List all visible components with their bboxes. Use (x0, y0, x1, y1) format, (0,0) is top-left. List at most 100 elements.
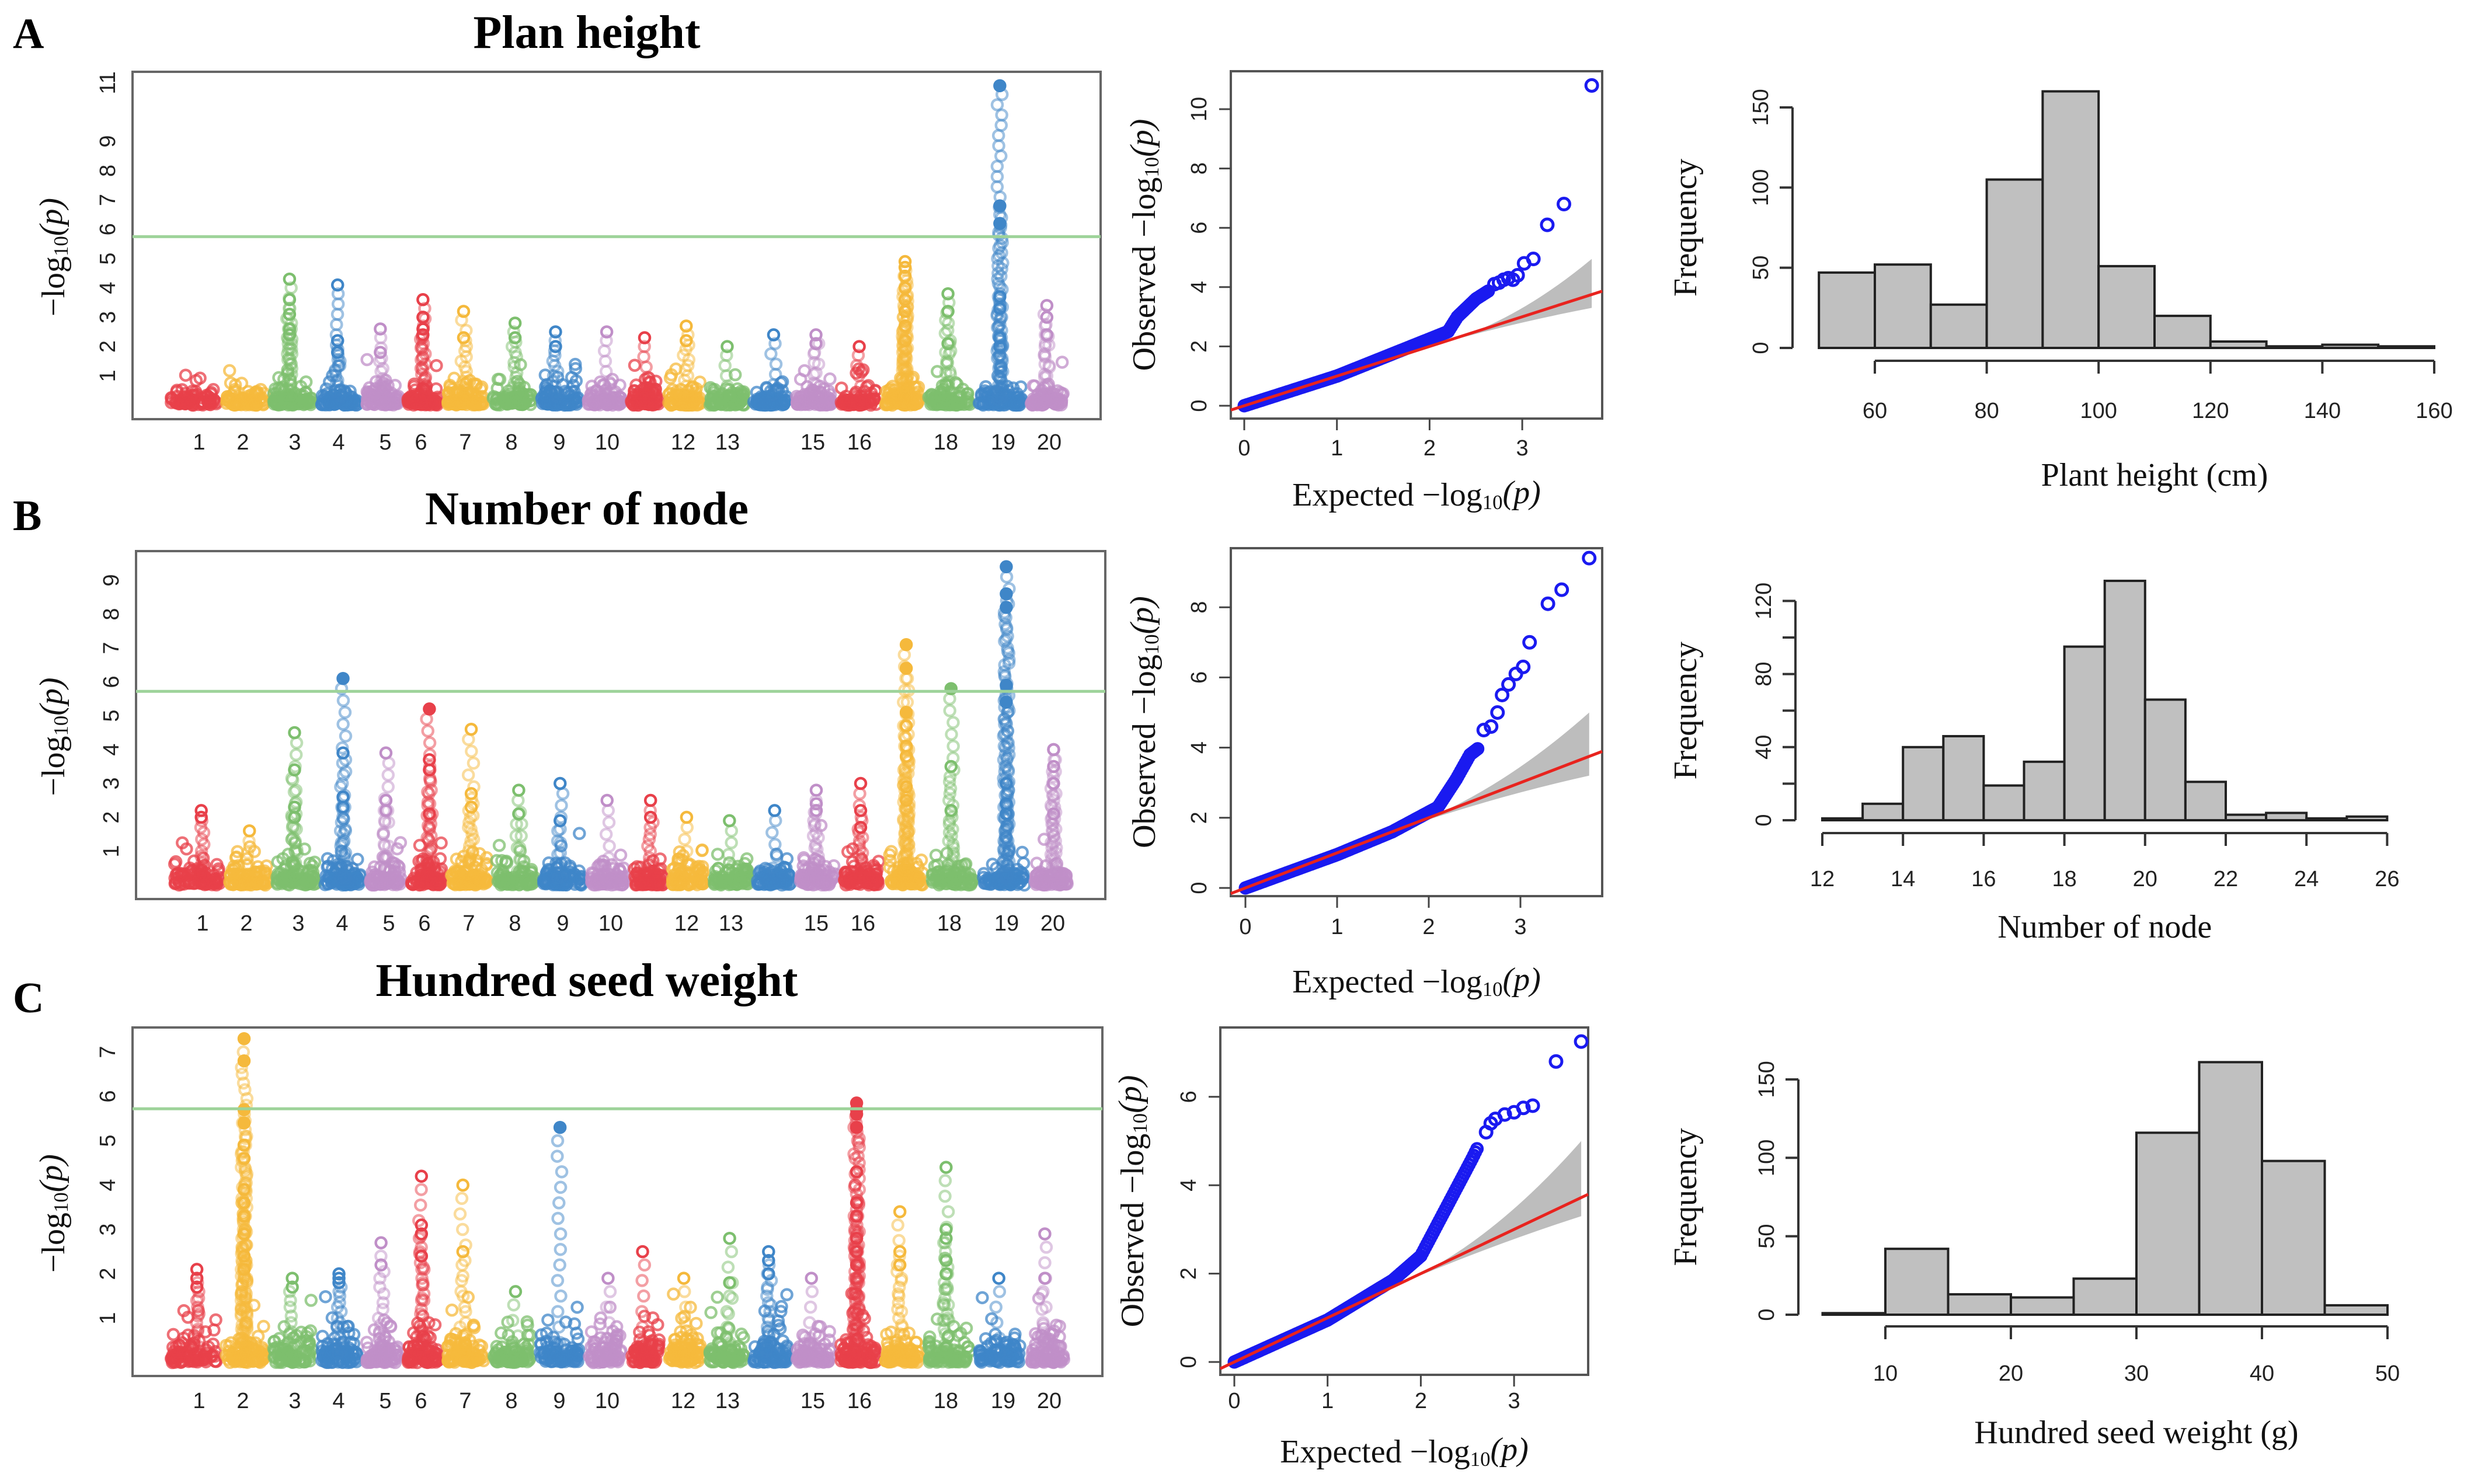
snp-point (628, 358, 642, 372)
y-tick-label: 2 (96, 340, 120, 353)
snp-point (301, 393, 314, 406)
snp-point (681, 389, 695, 403)
snp-point (430, 358, 443, 372)
snp-point (994, 119, 1008, 132)
histogram-bar (2265, 811, 2308, 821)
snp-peak-point (680, 334, 693, 347)
snp-point (943, 692, 956, 706)
y-tick-label: 0 (1187, 882, 1212, 894)
snp-point (601, 804, 615, 817)
y-axis-title-prefix: Observed −log (1126, 177, 1163, 371)
snp-point (897, 389, 911, 403)
histogram-bar (2184, 781, 2227, 822)
chromosome-label: 3 (288, 430, 301, 455)
snp-point (737, 387, 751, 400)
chromosome-label: 18 (937, 911, 962, 936)
snp-point (990, 98, 1004, 112)
snp-point (236, 392, 250, 406)
x-tick-label: 1 (1331, 915, 1343, 939)
snp-point (193, 371, 207, 385)
panel-title: Number of node (425, 483, 749, 535)
snp-point (499, 396, 513, 410)
snp-point (663, 386, 677, 400)
confidence-band (1429, 259, 1592, 347)
chromosome-label: 1 (193, 430, 205, 455)
snp-peak-point (1040, 328, 1054, 342)
snp-point (639, 360, 653, 374)
y-axis-title-suffix: (p) (33, 198, 69, 236)
y-tick-label: 7 (99, 642, 124, 654)
snp-point (764, 347, 778, 361)
x-tick-label: 0 (1239, 915, 1251, 939)
snp-point (194, 849, 208, 863)
snp-point (467, 756, 481, 770)
snp-peak-point (283, 328, 297, 342)
snp-point (241, 870, 255, 883)
y-tick-label: 2 (1187, 340, 1212, 353)
snp-peak-point (723, 814, 736, 828)
snp-point (1050, 397, 1063, 410)
snp-point (664, 368, 678, 382)
snp-point (336, 717, 350, 731)
snp-point (186, 389, 199, 402)
snp-point (941, 386, 955, 400)
chromosome-label: 6 (418, 911, 430, 936)
snp-point (790, 389, 803, 403)
snp-peak-point (416, 328, 430, 342)
snp-point (718, 358, 732, 372)
snp-point (183, 876, 197, 889)
snp-point (952, 391, 966, 404)
snp-point (242, 858, 256, 872)
snp-point (602, 385, 615, 399)
qq-point (1516, 659, 1531, 674)
chromosome-label: 5 (382, 911, 395, 936)
snp-point (321, 395, 335, 408)
snp-point (573, 827, 586, 840)
y-axis-title-subscript: 10 (50, 716, 72, 736)
snp-point (555, 799, 568, 812)
snp-point (176, 836, 189, 849)
chromosome-label: 10 (595, 430, 620, 455)
panel-letter: B (13, 492, 41, 540)
x-axis-title: Expected −log10(p) (1292, 475, 1541, 514)
snp-point (328, 385, 342, 399)
x-tick-label: 140 (2304, 399, 2341, 423)
y-tick-label: 1 (99, 845, 124, 857)
snp-peak-point (1000, 678, 1013, 692)
snp-point (931, 365, 944, 378)
snp-point (602, 816, 616, 829)
qq-point (1540, 217, 1555, 232)
snp-peak-point (993, 340, 1007, 353)
snp-point (376, 385, 390, 399)
snp-peak-point (1000, 695, 1013, 709)
x-tick-label: 3 (1514, 915, 1526, 939)
snp-point (603, 839, 616, 853)
histogram-bar (2209, 340, 2268, 350)
y-axis-title-suffix: (p) (1124, 119, 1160, 157)
snp-peak-point (600, 793, 614, 807)
snp-point (550, 389, 564, 403)
qq-points (1237, 78, 1599, 413)
x-tick-label: 120 (2192, 399, 2229, 423)
snp-point (210, 876, 224, 890)
snp-point (768, 368, 782, 381)
y-tick-label: 8 (1187, 601, 1212, 614)
chromosome-label: 3 (292, 911, 304, 936)
plot-frame (135, 550, 1106, 900)
snp-peak-point (993, 302, 1007, 315)
snp-point (853, 389, 866, 403)
snp-point (723, 389, 737, 403)
snp-point (462, 733, 475, 746)
histogram-bar (2103, 579, 2146, 821)
histogram-bar (2265, 345, 2324, 349)
snp-point (461, 768, 475, 782)
histogram-bar (2377, 345, 2435, 349)
chromosome-label: 19 (991, 430, 1015, 455)
snp-point (240, 852, 254, 866)
snp-point (455, 313, 468, 327)
chromosome-label: 4 (332, 430, 344, 455)
chromosome-label: 6 (415, 430, 427, 455)
snp-peak-point (283, 293, 297, 306)
chromosome-label: 7 (459, 430, 471, 455)
snp-point (193, 868, 207, 882)
